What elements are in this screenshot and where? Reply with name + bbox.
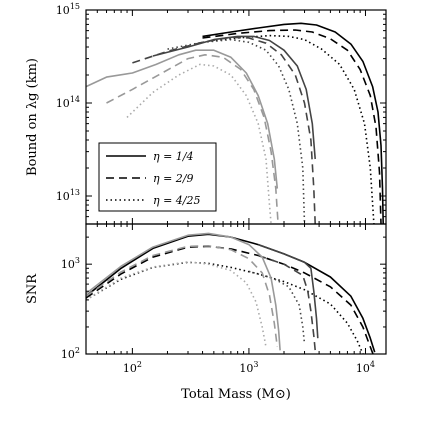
top-series-light-gray-dashed [106, 54, 279, 224]
legend: η = 1/4 η = 2/9 η = 4/25 [98, 142, 217, 212]
top-series-black-dashed [202, 29, 382, 224]
bottom-plot-frame [85, 223, 387, 355]
top-series-light-gray-solid [86, 49, 279, 189]
top-series-black-solid [202, 22, 384, 224]
top-series-dark-gray-solid [152, 35, 316, 160]
bottom-series-light-gray-solid [86, 232, 281, 351]
top-y-axis-label: Bound on λg (km) [25, 58, 40, 176]
bottom-y-axis-label: SNR [25, 273, 40, 304]
bottom-series-black-dotted [86, 261, 364, 354]
top-series-dark-gray-dashed [132, 36, 316, 224]
bottom-y-tick-label: 102 [61, 346, 80, 361]
bottom-series-light-gray-dotted [86, 261, 267, 348]
top-series-black-dotted [202, 34, 375, 224]
bottom-panel: 102 103 102 103 104 SNR Total Mass (M⊙) [25, 223, 387, 402]
top-series-dark-gray-dotted [167, 38, 306, 224]
bottom-series-light-gray-dashed [86, 245, 279, 348]
bottom-series-group [86, 232, 376, 354]
bottom-y-tick-label: 103 [61, 256, 80, 271]
top-panel: 1013 1014 1015 Bound on λg (km) [25, 2, 387, 225]
legend-label-dotted: η = 4/25 [153, 194, 201, 207]
bottom-series-dark-gray-solid [257, 243, 319, 339]
bottom-x-tick-label: 102 [123, 360, 142, 375]
legend-box [98, 142, 217, 212]
x-axis-label: Total Mass (M⊙) [181, 387, 291, 402]
bottom-y-ticks: 102 103 [61, 236, 386, 361]
bottom-x-ticks: 102 103 104 [85, 224, 375, 375]
top-series-group [86, 22, 384, 224]
top-y-tick-label: 1014 [56, 95, 80, 110]
bottom-series-black-solid [86, 233, 376, 353]
top-y-tick-label: 1015 [56, 2, 80, 17]
bottom-x-tick-label: 103 [239, 360, 258, 375]
top-y-tick-label: 1013 [56, 188, 80, 203]
bottom-series-dark-gray-dashed [257, 254, 316, 351]
bottom-x-tick-label: 104 [356, 360, 375, 375]
legend-label-solid: η = 1/4 [153, 150, 194, 163]
legend-label-dashed: η = 2/9 [153, 172, 194, 185]
